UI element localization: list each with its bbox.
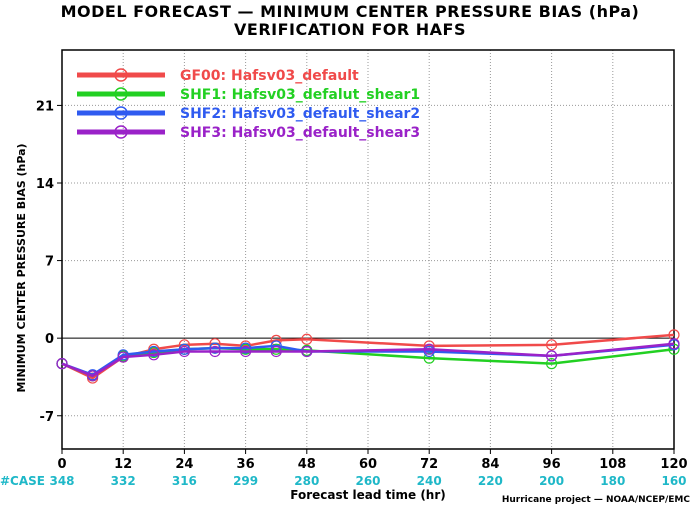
x-axis-label: Forecast lead time (hr): [290, 488, 446, 502]
data-point: [423, 352, 435, 364]
case-count-label: 280: [294, 474, 319, 488]
x-tick-label: 0: [57, 457, 66, 472]
data-point: [240, 345, 252, 358]
data-point: [117, 351, 129, 363]
data-point: [148, 349, 160, 361]
legend: GF00: Hafsv03_default SHF1: Hafsv03_defal…: [77, 68, 420, 141]
series-line: [61, 342, 675, 378]
y-tick-label: 21: [36, 99, 54, 114]
data-point: [209, 345, 221, 358]
case-count-label: 316: [172, 474, 197, 488]
x-tick-label: 72: [420, 457, 438, 472]
series-layer: [56, 329, 680, 384]
data-point: [423, 343, 435, 355]
data-point: [148, 345, 160, 358]
legend-marker: [114, 87, 128, 101]
credit-text: Hurricane project — NOAA/NCEP/EMC: [502, 495, 691, 505]
data-point: [270, 345, 282, 358]
x-tick-label: 36: [237, 457, 255, 472]
chart-title: MODEL FORECAST — MINIMUM CENTER PRESSURE…: [60, 2, 640, 21]
x-tick-label: 60: [359, 457, 377, 472]
legend-marker: [114, 106, 128, 120]
case-count-label: 240: [417, 474, 442, 488]
axes-layer: [57, 49, 675, 454]
grid-layer: [62, 50, 674, 449]
legend-label: SHF1: Hafsv03_defalut_shear1: [180, 87, 420, 103]
case-label: #CASE: [0, 474, 45, 488]
tick-labels: 0 348 12 332 24 316 36 299 48 280 60 260 72 240 84 220 9…: [36, 99, 688, 488]
case-count-label: 160: [661, 474, 686, 488]
data-point: [545, 350, 558, 362]
x-tick-label: 120: [660, 457, 687, 472]
legend-label: GF00: Hafsv03_default: [180, 68, 359, 84]
data-point: [178, 345, 190, 358]
data-point: [301, 345, 313, 358]
case-count-label: 220: [478, 474, 503, 488]
x-tick-label: 24: [175, 457, 193, 472]
case-count-label: 332: [111, 474, 136, 488]
legend-label: SHF2: Hafsv03_default_shear2: [180, 106, 420, 122]
y-tick-label: 7: [45, 255, 54, 270]
data-point: [209, 342, 221, 354]
legend-marker: [114, 68, 128, 82]
y-tick-label: 14: [36, 177, 54, 192]
x-tick-label: 48: [298, 457, 316, 472]
case-count-label: 348: [49, 474, 74, 488]
x-tick-label: 12: [114, 457, 132, 472]
legend-marker: [114, 125, 128, 139]
y-tick-label: -7: [40, 410, 54, 425]
data-point: [86, 370, 99, 382]
x-tick-label: 108: [599, 457, 626, 472]
y-tick-label: 0: [45, 332, 54, 347]
data-point: [240, 342, 252, 354]
case-count-label: 260: [355, 474, 380, 488]
x-tick-label: 84: [481, 457, 499, 472]
data-point: [545, 339, 558, 351]
data-point: [545, 358, 558, 370]
y-axis-label: MINIMUM CENTER PRESSURE BIAS (hPa): [15, 143, 28, 392]
data-point: [668, 338, 680, 350]
data-point: [301, 333, 313, 345]
x-tick-label: 96: [543, 457, 561, 472]
chart-subtitle: VERIFICATION FOR HAFS: [234, 20, 466, 39]
data-point: [56, 358, 68, 370]
case-count-label: 299: [233, 474, 258, 488]
case-count-label: 200: [539, 474, 564, 488]
case-count-label: 180: [600, 474, 625, 488]
legend-label: SHF3: Hafsv03_default_shear3: [180, 125, 420, 141]
